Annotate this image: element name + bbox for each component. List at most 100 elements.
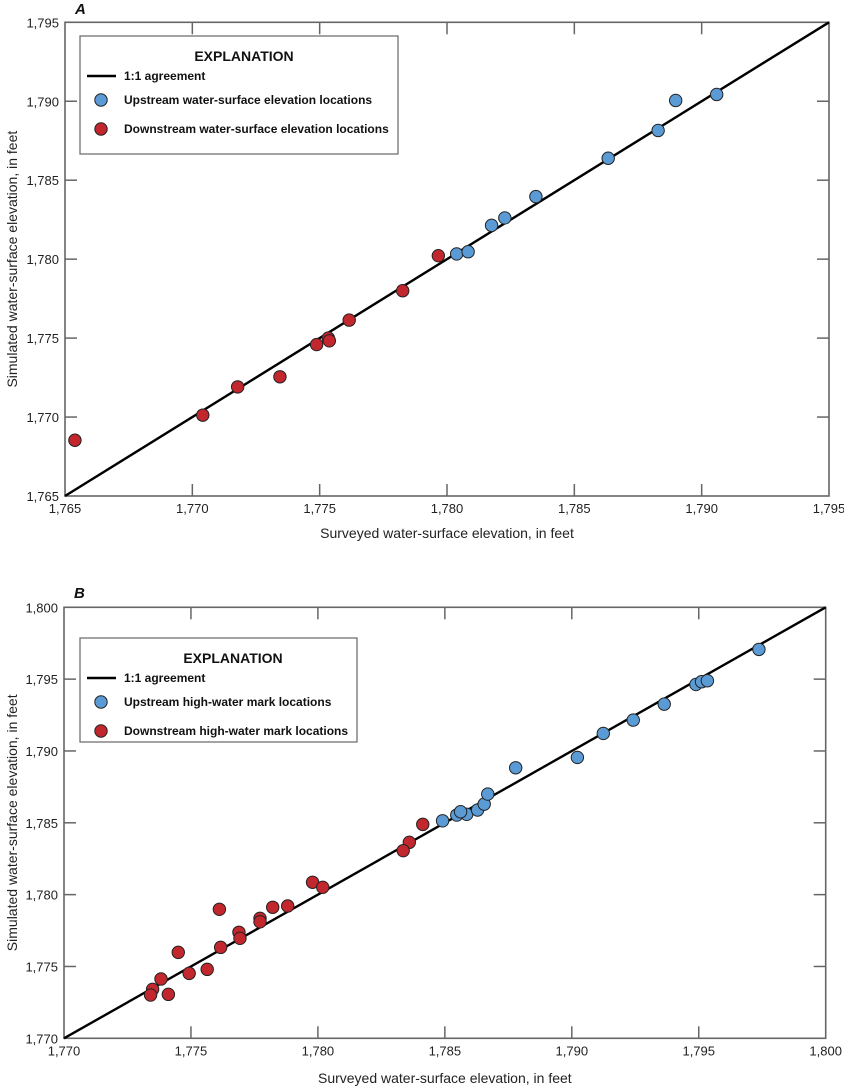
x-tick-label: 1,795 xyxy=(682,1043,715,1058)
panel-letter: A xyxy=(74,1,86,18)
legend-label-line: 1:1 agreement xyxy=(124,69,205,83)
data-point-downstream xyxy=(431,248,446,263)
x-tick-label: 1,765 xyxy=(49,501,82,516)
x-tick-label: 1,770 xyxy=(48,1043,81,1058)
y-tick-label: 1,775 xyxy=(25,959,58,974)
data-point-downstream xyxy=(182,966,196,981)
x-axis-label: Surveyed water-surface elevation, in fee… xyxy=(318,1070,572,1086)
data-point-downstream xyxy=(253,915,267,929)
legend-marker-upstream xyxy=(94,695,108,709)
x-tick-label: 1,775 xyxy=(175,1043,208,1058)
x-tick-label: 1,770 xyxy=(176,501,209,516)
x-tick-label: 1,775 xyxy=(303,501,336,516)
legend-marker-upstream xyxy=(94,93,108,107)
legend-marker-downstream xyxy=(94,724,108,738)
data-point-upstream xyxy=(709,87,724,102)
data-point-downstream xyxy=(196,408,210,422)
data-point-upstream xyxy=(651,123,665,138)
x-tick-label: 1,785 xyxy=(558,501,591,516)
data-point-upstream xyxy=(601,151,615,165)
data-point-downstream xyxy=(233,931,247,946)
y-tick-label: 1,765 xyxy=(26,489,59,504)
data-point-upstream xyxy=(596,726,610,741)
data-point-downstream xyxy=(266,900,280,914)
legend: EXPLANATION 1:1 agreement Upstream water-s… xyxy=(79,35,399,155)
data-point-upstream xyxy=(529,189,543,204)
data-point-upstream xyxy=(435,814,450,828)
y-tick-label: 1,770 xyxy=(25,1031,58,1046)
data-point-downstream xyxy=(200,962,214,977)
y-tick-label: 1,795 xyxy=(26,15,59,30)
series-upstream xyxy=(449,87,724,261)
series-downstream xyxy=(68,248,446,447)
x-tick-label: 1,790 xyxy=(556,1043,589,1058)
data-point-upstream xyxy=(449,247,464,261)
y-axis-label: Simulated water-surface elevation, in fe… xyxy=(4,694,20,951)
legend-box xyxy=(79,637,358,743)
series-upstream xyxy=(435,642,766,828)
data-point-upstream xyxy=(498,211,512,225)
data-point-upstream xyxy=(570,750,585,765)
x-tick-label: 1,780 xyxy=(302,1043,335,1058)
x-axis-label: Surveyed water-surface elevation, in fee… xyxy=(320,525,574,541)
legend-label-downstream: Downstream high-water mark locations xyxy=(124,724,348,738)
data-point-downstream xyxy=(396,843,410,858)
data-point-downstream xyxy=(316,880,330,895)
x-tick-label: 1,790 xyxy=(685,501,718,516)
series-downstream xyxy=(143,817,430,1002)
legend-marker-downstream xyxy=(94,122,108,136)
data-point-downstream xyxy=(342,313,356,327)
data-point-upstream xyxy=(668,93,683,108)
legend-label-upstream: Upstream high-water mark locations xyxy=(124,695,332,709)
y-tick-label: 1,775 xyxy=(26,331,59,346)
data-point-upstream xyxy=(657,697,671,711)
y-tick-label: 1,790 xyxy=(26,94,59,109)
data-point-downstream xyxy=(171,945,185,960)
data-point-downstream xyxy=(395,284,410,298)
data-point-upstream xyxy=(700,674,715,688)
y-tick-label: 1,780 xyxy=(26,252,59,267)
y-tick-label: 1,785 xyxy=(25,816,58,831)
y-tick-label: 1,780 xyxy=(25,888,58,903)
data-point-downstream xyxy=(161,987,176,1002)
data-point-downstream xyxy=(68,433,82,447)
x-tick-label: 1,785 xyxy=(429,1043,462,1058)
y-tick-label: 1,770 xyxy=(26,410,59,425)
one-to-one-line xyxy=(64,21,830,498)
legend-label-upstream: Upstream water-surface elevation locatio… xyxy=(124,93,372,107)
data-point-downstream xyxy=(273,370,287,384)
legend-title: EXPLANATION xyxy=(194,48,293,64)
y-axis-label: Simulated water-surface elevation, in fe… xyxy=(4,131,20,388)
data-point-downstream xyxy=(143,988,158,1002)
legend-label-downstream: Downstream water-surface elevation locat… xyxy=(124,122,389,136)
y-tick-label: 1,790 xyxy=(25,744,58,759)
data-point-downstream xyxy=(416,817,430,832)
data-point-upstream xyxy=(752,642,766,657)
data-point-downstream xyxy=(322,334,337,348)
data-point-upstream xyxy=(508,761,523,775)
data-point-downstream xyxy=(154,972,168,986)
y-tick-label: 1,795 xyxy=(25,672,58,687)
legend-label-line: 1:1 agreement xyxy=(124,671,205,685)
data-point-downstream xyxy=(213,940,228,955)
y-tick-label: 1,785 xyxy=(26,173,59,188)
x-tick-label: 1,795 xyxy=(813,501,844,516)
data-point-downstream xyxy=(280,899,295,913)
data-point-upstream xyxy=(481,787,495,801)
panel-letter: B xyxy=(74,585,85,602)
legend: EXPLANATION 1:1 agreement Upstream high-wa… xyxy=(79,637,358,743)
data-point-upstream xyxy=(484,218,499,233)
data-point-upstream xyxy=(461,245,475,259)
data-point-upstream xyxy=(453,805,468,819)
y-tick-label: 1,800 xyxy=(25,600,58,615)
x-tick-label: 1,800 xyxy=(809,1043,842,1058)
x-tick-label: 1,780 xyxy=(431,501,464,516)
data-point-downstream xyxy=(230,380,245,394)
data-point-downstream xyxy=(309,337,324,352)
legend-title: EXPLANATION xyxy=(183,650,282,666)
data-point-downstream xyxy=(212,902,227,916)
data-point-upstream xyxy=(626,713,640,727)
